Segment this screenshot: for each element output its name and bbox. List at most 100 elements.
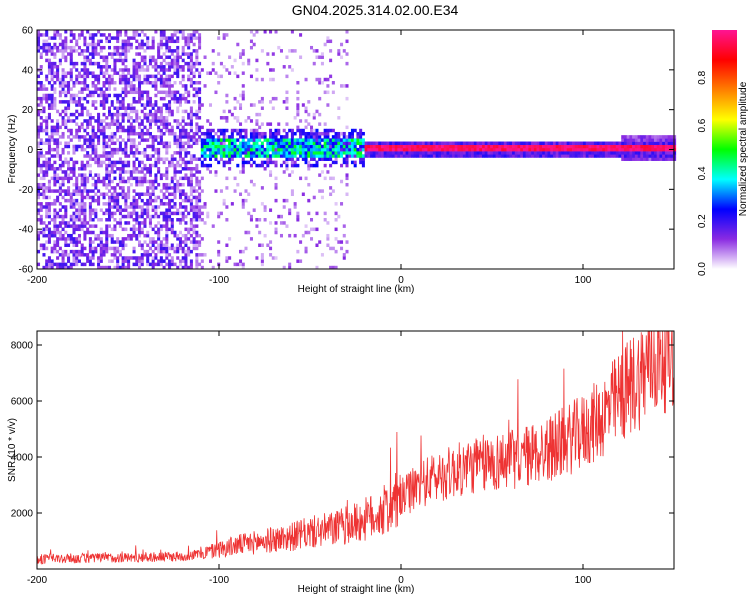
spectrogram-cell (102, 33, 106, 37)
spectrogram-cell (45, 33, 49, 37)
spectrogram-cell (83, 87, 87, 91)
spectrogram-cell (124, 144, 128, 149)
spectrogram-cell (645, 151, 649, 155)
spectrogram-cell (168, 259, 172, 263)
spectrogram-cell (110, 237, 114, 241)
spectrogram-cell (323, 211, 327, 216)
spectrogram-cell (45, 167, 49, 171)
spectrogram-cell (91, 189, 95, 193)
spectrogram-cell (129, 138, 133, 142)
spectrogram-cell (105, 163, 109, 168)
spectrogram-cell (230, 141, 234, 146)
spectrogram-cell (58, 253, 62, 257)
spectrogram-cell (566, 147, 570, 152)
spectrogram-cell (165, 80, 169, 85)
spectrogram-cell (263, 218, 267, 222)
spectrogram-cell (189, 128, 193, 133)
spectrogram-cell (56, 45, 60, 50)
spectrogram-cell (195, 109, 199, 114)
spectrogram-cell (132, 198, 136, 203)
spectrogram-cell (604, 144, 608, 149)
spectrogram-cell (288, 208, 292, 212)
spectrogram-cell (88, 58, 92, 63)
spectrogram-cell (151, 58, 155, 63)
spectrogram-cell (157, 205, 161, 209)
spectrogram-cell (331, 246, 335, 251)
snr-x-tick-label: 0 (398, 575, 404, 586)
spectrogram-cell (121, 61, 125, 66)
spectrogram-cell (247, 211, 251, 216)
spectrogram-cell (361, 131, 365, 136)
spectrogram-cell (222, 65, 226, 69)
spectrogram-cell (173, 249, 177, 254)
spectrogram-cell (168, 253, 172, 257)
spectrogram-cell (127, 36, 131, 40)
spectrogram-cell (159, 109, 163, 114)
spectrogram-cell (140, 109, 144, 114)
spectrogram-cell (473, 154, 477, 158)
spectrogram-cell (50, 71, 54, 75)
spectrogram-cell (110, 214, 114, 219)
spectrogram-cell (198, 198, 202, 203)
spectrogram-cell (233, 151, 237, 155)
spectrogram-cell (132, 58, 136, 63)
spectrogram-cell (200, 237, 204, 241)
spectrogram-cell (326, 170, 330, 174)
spectrogram-cell (189, 259, 193, 263)
spectrogram-cell (165, 157, 169, 161)
spectrogram-cell (195, 128, 199, 133)
spectrogram-cell (80, 68, 84, 72)
spectrogram-cell (432, 154, 436, 158)
spectrogram-cell (329, 186, 333, 190)
spectrogram-cell (105, 135, 109, 139)
spectrogram-cell (47, 167, 51, 171)
spectrogram-cell (416, 154, 420, 158)
spectrogram-cell (64, 141, 68, 146)
spectrogram-cell (176, 55, 180, 59)
spectrogram-cell (148, 55, 152, 59)
spectrogram-cell (260, 262, 264, 267)
spectrogram-cell (69, 39, 73, 44)
spectrogram-cell (517, 147, 521, 152)
spectrogram-cell (310, 157, 314, 161)
spectrogram-cell (249, 30, 253, 34)
spectrogram-cell (102, 192, 106, 197)
spectrogram-cell (67, 135, 71, 139)
spectrogram-cell (320, 253, 324, 257)
spectrogram-cell (552, 147, 556, 152)
spectrogram-cell (304, 249, 308, 254)
spectrogram-cell (157, 55, 161, 59)
spectrogram-cell (83, 71, 87, 75)
spectrogram-cell (299, 151, 303, 155)
spectrogram-cell (124, 42, 128, 47)
spectrogram-cell (157, 71, 161, 75)
spectrogram-cell (61, 256, 65, 260)
spectrogram-cell (225, 243, 229, 247)
spectrogram-cell (274, 256, 278, 260)
spectrogram-cell (138, 160, 142, 165)
spectrogram-cell (53, 100, 57, 104)
spectrogram-cell (170, 39, 174, 44)
spectrogram-cell (121, 77, 125, 82)
spectrogram-cell (673, 157, 677, 161)
spectrogram-cell (217, 135, 221, 139)
spectrogram-cell (454, 144, 458, 149)
spectrogram-cell (80, 202, 84, 206)
spectrogram-cell (178, 211, 182, 216)
spectrogram-cell (236, 147, 240, 152)
spectrogram-cell (64, 249, 68, 254)
spectrogram-cell (307, 135, 311, 139)
spectrogram-cell (629, 157, 633, 161)
spectrogram-cell (323, 151, 327, 155)
spectrogram-cell (80, 122, 84, 126)
spectrogram-cell (121, 192, 125, 197)
spectrogram-cell (159, 96, 163, 101)
spectrogram-cell (181, 135, 185, 139)
spectrogram-cell (61, 71, 65, 75)
spectrogram-cell (165, 74, 169, 79)
spectrogram-cell (80, 192, 84, 197)
spectrogram-cell (159, 189, 163, 193)
spectrogram-cell (47, 103, 51, 107)
spectrogram-cell (353, 138, 357, 142)
spectrogram-cell (208, 154, 213, 158)
